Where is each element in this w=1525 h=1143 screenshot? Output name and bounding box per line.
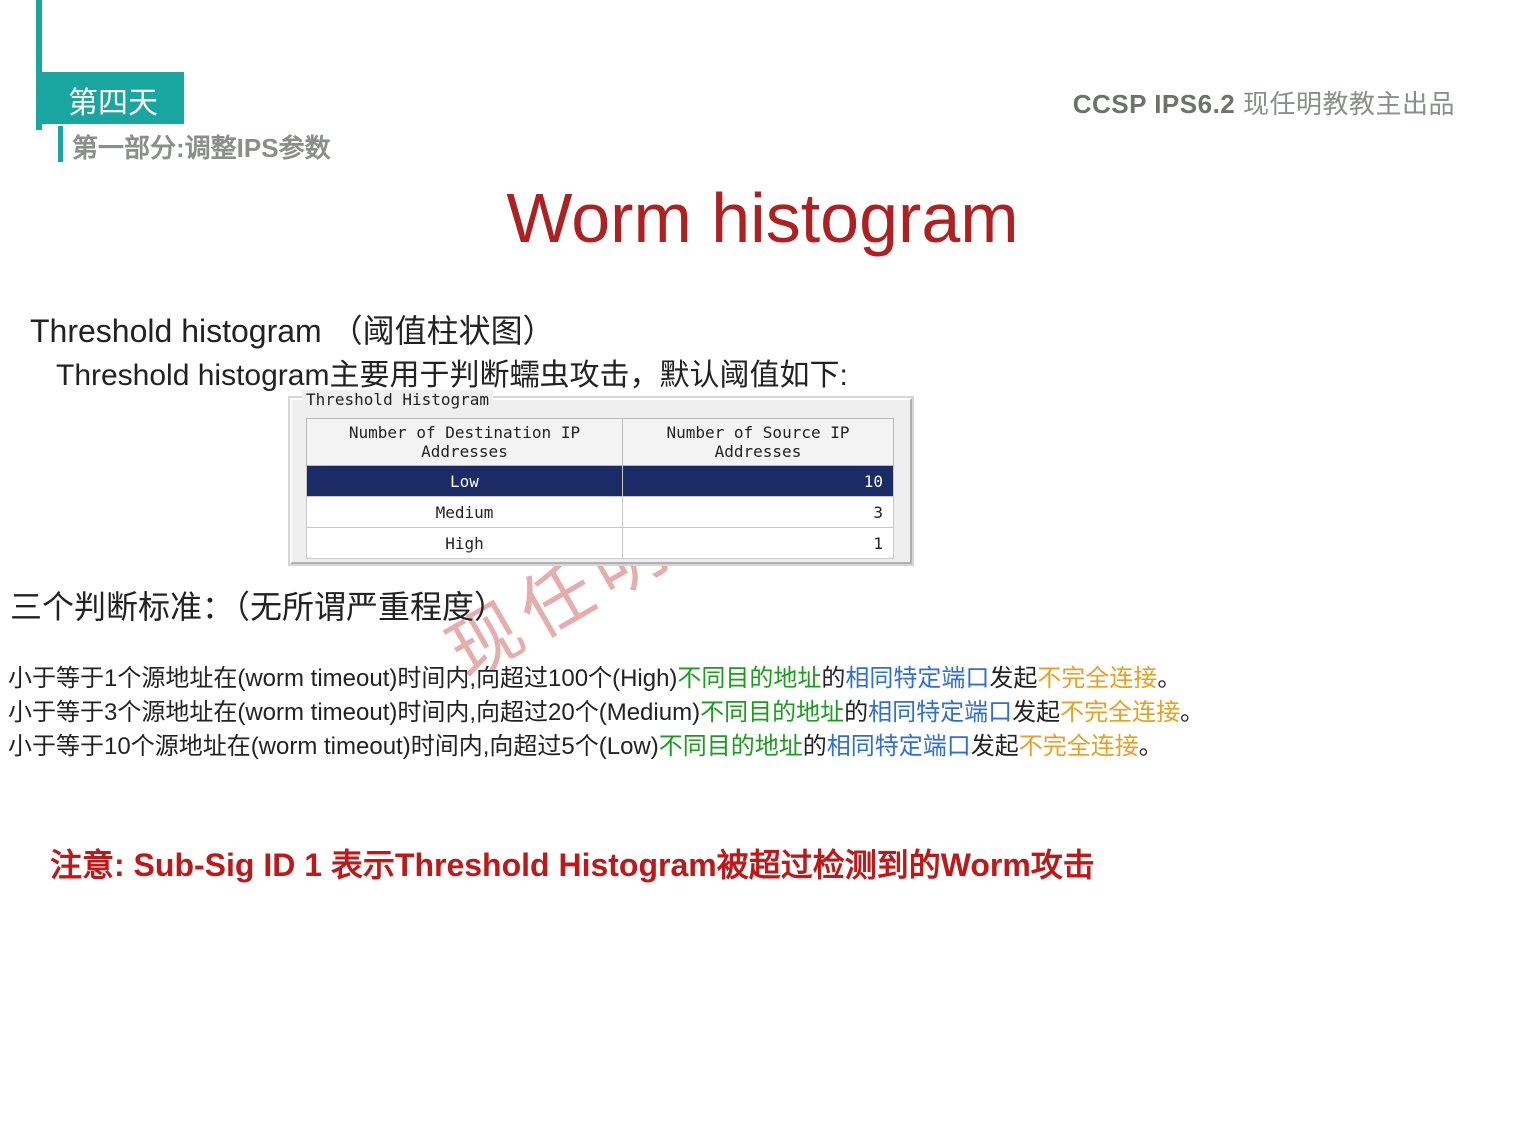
note-text: 注意: Sub-Sig ID 1 表示Threshold Histogram被超… [50, 840, 1485, 886]
crit-green: 不同目的地址 [659, 733, 803, 760]
crit-orange: 不完全连接 [1060, 699, 1180, 726]
day-tab: 第四天 [42, 72, 184, 124]
criteria-line-1: 小于等于1个源地址在(worm timeout)时间内,向超过100个(High… [8, 662, 1495, 696]
criteria-block: 小于等于1个源地址在(worm timeout)时间内,向超过100个(High… [8, 662, 1495, 764]
crit-text: 的 [844, 699, 868, 726]
subtitle-en: Threshold histogram [30, 313, 322, 349]
col-src-ip: Number of Source IP Addresses [622, 419, 893, 466]
criteria-line-3: 小于等于10个源地址在(worm timeout)时间内,向超过5个(Low)不… [8, 730, 1495, 764]
subtitle-cn: （阈值柱状图） [331, 313, 555, 349]
crit-text: 小于等于10个源地址在(worm timeout)时间内,向超过5个(Low) [8, 733, 659, 760]
cell-label: Low [307, 466, 623, 497]
subtitle-line1: Threshold histogram （阈值柱状图） [30, 306, 555, 352]
crit-orange: 不完全连接 [1037, 665, 1157, 692]
top-right-label: CCSP IPS6.2 现任明教教主出品 [1073, 84, 1455, 121]
crit-blue: 相同特定端口 [845, 665, 989, 692]
crit-text: 发起 [971, 733, 1019, 760]
course-author: 现任明教教主出品 [1235, 89, 1455, 119]
crit-text: 小于等于1个源地址在(worm timeout)时间内,向超过100个(High… [8, 665, 677, 692]
crit-text: 。 [1157, 665, 1181, 692]
crit-green: 不同目的地址 [677, 665, 821, 692]
cell-label: High [307, 528, 623, 559]
criteria-line-2: 小于等于3个源地址在(worm timeout)时间内,向超过20个(Mediu… [8, 696, 1495, 730]
threshold-table: Number of Destination IP Addresses Numbe… [306, 418, 894, 559]
crit-text: 发起 [1012, 699, 1060, 726]
crit-text: 的 [803, 733, 827, 760]
cell-value: 3 [622, 497, 893, 528]
part-label: 第一部分:调整IPS参数 [72, 128, 331, 165]
table-header-row: Number of Destination IP Addresses Numbe… [307, 419, 894, 466]
course-code: CCSP IPS6.2 [1073, 89, 1236, 119]
cell-value: 10 [622, 466, 893, 497]
table-row[interactable]: High 1 [307, 528, 894, 559]
table-row[interactable]: Medium 3 [307, 497, 894, 528]
col-dest-ip: Number of Destination IP Addresses [307, 419, 623, 466]
part-accent [58, 126, 63, 162]
dialog-title: Threshold Histogram [302, 390, 493, 409]
crit-text: 。 [1180, 699, 1204, 726]
criteria-heading: 三个判断标准：（无所谓严重程度） [10, 582, 506, 628]
crit-text: 。 [1139, 733, 1163, 760]
crit-green: 不同目的地址 [700, 699, 844, 726]
table-row[interactable]: Low 10 [307, 466, 894, 497]
crit-text: 的 [821, 665, 845, 692]
crit-blue: 相同特定端口 [827, 733, 971, 760]
crit-blue: 相同特定端口 [868, 699, 1012, 726]
cell-label: Medium [307, 497, 623, 528]
cell-value: 1 [622, 528, 893, 559]
crit-orange: 不完全连接 [1019, 733, 1139, 760]
page-title: Worm histogram [0, 178, 1525, 258]
threshold-dialog: Threshold Histogram Number of Destinatio… [290, 398, 912, 564]
subtitle-line2: Threshold histogram主要用于判断蠕虫攻击，默认阈值如下: [56, 350, 848, 394]
crit-text: 发起 [989, 665, 1037, 692]
crit-text: 小于等于3个源地址在(worm timeout)时间内,向超过20个(Mediu… [8, 699, 700, 726]
